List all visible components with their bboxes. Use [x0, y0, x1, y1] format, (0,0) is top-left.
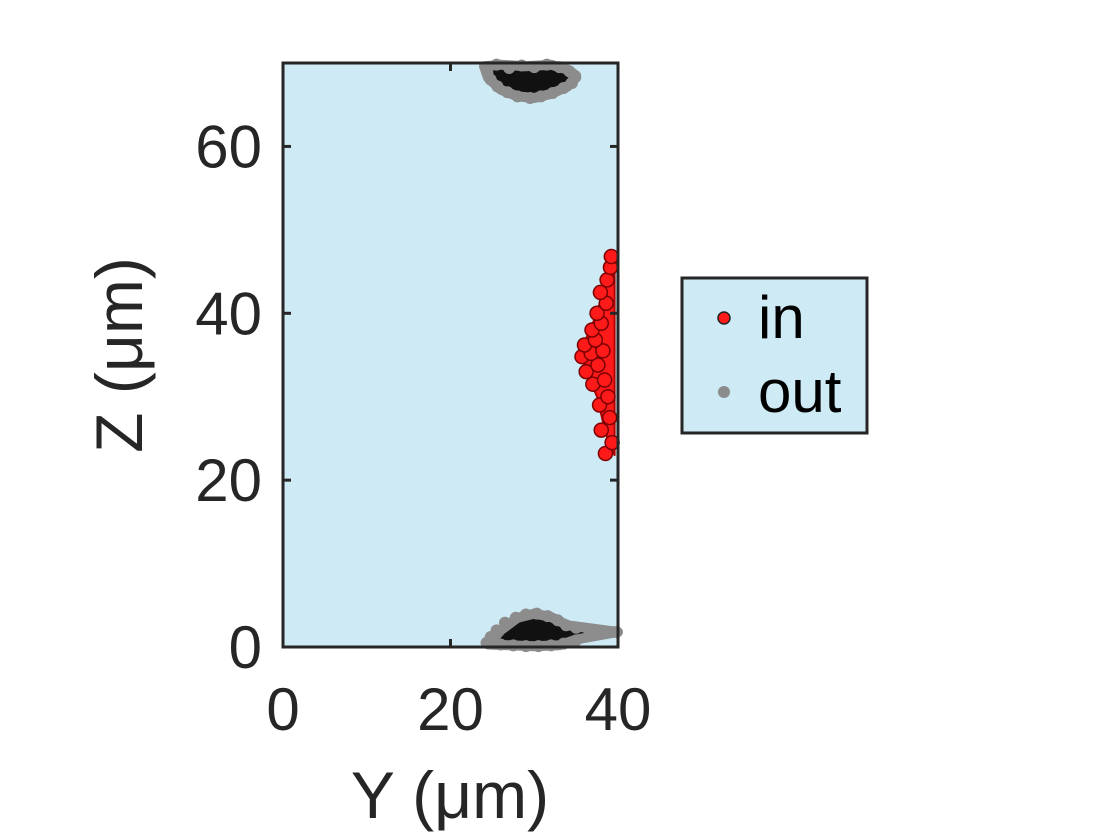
y-axis-label: Z (μm) [82, 257, 156, 453]
in-point-20 [599, 272, 615, 288]
out-point-bottom-2 [490, 624, 503, 637]
in-point-2 [593, 422, 609, 438]
out-point-bottom-19 [507, 639, 520, 652]
out-point-bottom-6 [530, 607, 543, 620]
out-point-top-1 [490, 58, 503, 71]
out-point-top-10 [557, 82, 570, 95]
legend-marker-in [717, 311, 731, 325]
legend-label-out: out [758, 358, 842, 425]
x-tick-label-40: 40 [585, 676, 652, 743]
y-tick-label-20: 20 [195, 447, 262, 514]
y-tick-label-0: 0 [229, 614, 262, 681]
x-tick-label-0: 0 [266, 676, 299, 743]
out-point-bottom-12 [595, 625, 608, 638]
legend-label-in: in [758, 284, 805, 351]
plot-area-background [283, 63, 618, 647]
out-point-bottom-10 [570, 621, 583, 634]
axis-ticks: 0 20 40 0 20 40 60 [195, 63, 651, 743]
out-point-bottom-11 [582, 623, 595, 636]
y-tick-label-60: 60 [195, 113, 262, 180]
in-point-9 [590, 357, 606, 373]
out-point-top-3 [515, 59, 528, 72]
out-point-bottom-9 [560, 619, 573, 632]
out-point-top-13 [524, 92, 537, 105]
in-point-22 [603, 248, 620, 265]
x-axis-label: Y (μm) [351, 758, 549, 832]
y-tick-label-40: 40 [195, 280, 262, 347]
legend: in out [680, 276, 869, 435]
in-point-17 [589, 305, 605, 322]
legend-box [680, 276, 869, 435]
x-tick-label-20: 20 [417, 676, 484, 743]
in-point-19 [592, 284, 609, 301]
in-point-5 [600, 388, 616, 405]
out-point-top-15 [501, 86, 514, 99]
legend-marker-out [718, 386, 730, 398]
out-point-top-18 [481, 67, 494, 80]
out-point-bottom-13 [610, 625, 623, 638]
out-point-bottom-7 [541, 610, 554, 623]
out-point-bottom-3 [498, 616, 511, 629]
in-point-12 [595, 343, 611, 359]
out-point-bottom-4 [509, 611, 522, 624]
chart-marks [479, 58, 623, 653]
out-point-top-5 [540, 58, 553, 71]
out-point-top-14 [511, 90, 524, 103]
out-point-bottom-14 [570, 634, 583, 647]
in-point-7 [596, 372, 613, 388]
in-point-3 [601, 409, 618, 426]
out-point-bottom-16 [545, 639, 557, 652]
out-point-top-2 [503, 62, 516, 75]
out-point-top-12 [534, 90, 547, 103]
out-point-bottom-5 [519, 608, 532, 621]
out-point-top-11 [546, 87, 559, 100]
in-point-8 [578, 363, 594, 380]
